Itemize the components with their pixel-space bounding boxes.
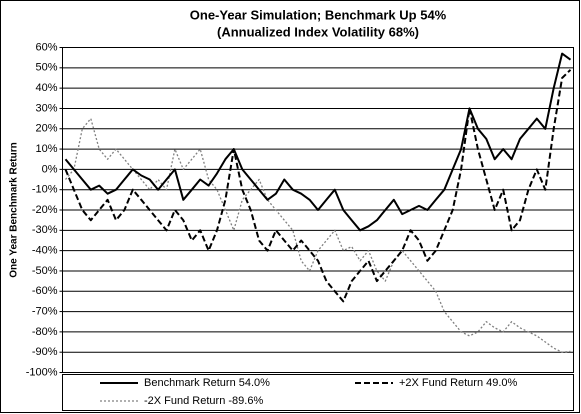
series-line (64, 52, 572, 232)
series-line (64, 69, 572, 303)
y-axis-label: One Year Benchmark Return (9, 142, 20, 277)
y-tick-label: 10% (35, 143, 57, 155)
y-tick-label: -80% (32, 326, 58, 338)
y-tick-label: -10% (32, 184, 58, 196)
y-tick-label: -50% (32, 265, 58, 277)
y-tick-label: -70% (32, 305, 58, 317)
y-tick-label: 0% (42, 163, 58, 175)
legend-label: Benchmark Return 54.0% (144, 377, 270, 389)
legend-box (62, 374, 574, 411)
series-line (65, 117, 571, 353)
y-tick-label: 20% (35, 123, 57, 135)
y-tick-label: -60% (32, 285, 58, 297)
y-tick-label: 40% (35, 82, 57, 94)
y-tick-label: -30% (32, 224, 58, 236)
plot-border (62, 47, 574, 373)
y-tick-label: -40% (32, 245, 58, 257)
chart-subtitle: (Annualized Index Volatility 68%) (217, 24, 419, 39)
y-tick-label: -20% (32, 204, 58, 216)
y-tick-label: 60% (35, 41, 57, 53)
y-tick-label: -100% (26, 366, 58, 378)
legend-label: -2X Fund Return -89.6% (144, 395, 263, 407)
chart-title: One-Year Simulation; Benchmark Up 54% (190, 7, 447, 22)
y-tick-label: -90% (32, 346, 58, 358)
y-tick-label: 30% (35, 102, 57, 114)
y-tick-label: 50% (35, 62, 57, 74)
legend-label: +2X Fund Return 49.0% (399, 377, 518, 389)
